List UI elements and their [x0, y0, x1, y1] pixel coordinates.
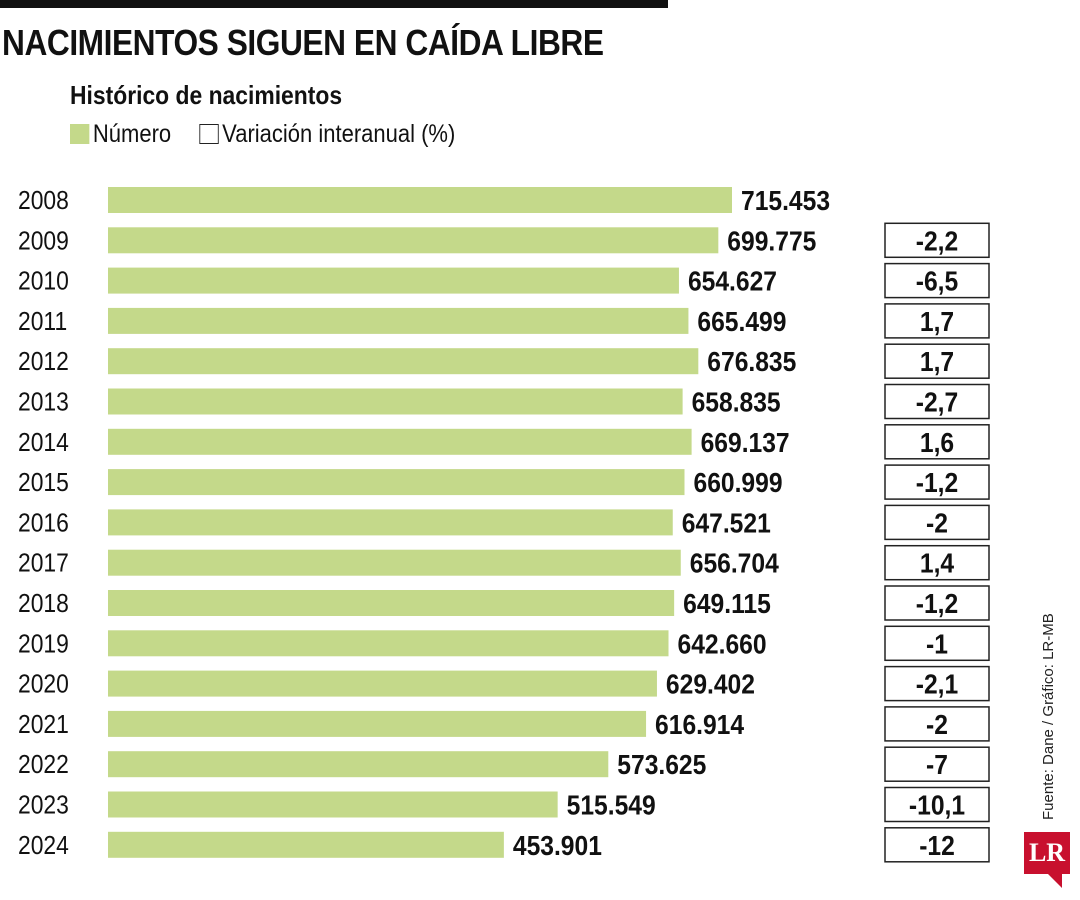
bar: [108, 307, 689, 334]
legend-label-number: Número: [92, 119, 172, 148]
bar-value-label: 647.521: [682, 507, 771, 539]
bar: [108, 469, 685, 496]
year-label: 2012: [18, 348, 69, 377]
year-label: 2024: [18, 832, 69, 861]
year-label: 2008: [18, 187, 69, 216]
year-label: 2010: [18, 267, 69, 296]
bar: [108, 227, 719, 254]
bar-value-label: 669.137: [701, 426, 790, 458]
bar-value-label: 573.625: [617, 749, 706, 781]
variation-label: 1,4: [920, 547, 955, 579]
bar-value-label: 699.775: [727, 225, 816, 257]
bar-value-label: 515.549: [567, 789, 656, 821]
variation-box: [884, 544, 990, 581]
bar-value-label: 453.901: [513, 829, 602, 861]
year-label: 2015: [18, 469, 69, 498]
year-label: 2013: [18, 388, 69, 417]
variation-box: [884, 424, 990, 460]
variation-box: [884, 303, 990, 339]
variation-label: -12: [919, 829, 955, 861]
year-label: 2014: [18, 429, 69, 458]
lr-logo: LR: [1024, 832, 1070, 874]
bar: [108, 590, 675, 616]
legend-swatch-variation: [199, 124, 219, 144]
variation-label: -1,2: [916, 588, 958, 620]
variation-box: [884, 786, 990, 823]
variation-box: [884, 625, 990, 662]
legend-item-variation: Variación interanual (%): [199, 120, 455, 149]
source-note: Fuente: Dane / Gráfico: LR-MB: [1040, 613, 1057, 820]
variation-box: [884, 665, 990, 702]
variation-box: [884, 464, 990, 500]
legend: Número Variación interanual (%): [70, 118, 483, 150]
legend-swatch-number: [70, 124, 90, 144]
variation-label: -2: [926, 507, 948, 539]
variation-box: [884, 504, 990, 541]
bar-value-label: 665.499: [697, 305, 786, 337]
bar-value-label: 629.402: [666, 668, 755, 700]
bar-value-label: 656.704: [690, 547, 779, 579]
bar-chart: 2008 715.453 2009 699.775 -2,2 2010 654.627 -6,…: [18, 185, 990, 863]
year-label: 2022: [18, 751, 69, 780]
bar-value-label: 660.999: [694, 467, 783, 499]
variation-box: [884, 262, 990, 299]
year-label: 2023: [18, 791, 69, 820]
bar: [108, 630, 669, 657]
bar: [108, 388, 683, 415]
bar: [108, 710, 647, 737]
chart-title: NACIMIENTOS SIGUEN EN CAÍDA LIBRE: [2, 22, 604, 63]
year-label: 2018: [18, 590, 69, 619]
variation-box: [884, 222, 990, 259]
bar-value-label: 642.660: [678, 628, 767, 660]
legend-label-variation: Variación interanual (%): [222, 119, 456, 148]
bar: [108, 428, 692, 455]
variation-label: -7: [926, 749, 948, 781]
variation-box: [884, 827, 990, 863]
bar: [108, 549, 681, 576]
variation-label: 1,7: [920, 305, 954, 337]
bar-value-label: 715.453: [741, 185, 830, 217]
year-label: 2016: [18, 509, 69, 538]
lr-logo-tail: [1048, 874, 1062, 888]
bar: [108, 751, 609, 778]
bar: [108, 670, 657, 697]
variation-label: -2,2: [916, 225, 958, 257]
bar: [108, 831, 504, 858]
year-label: 2011: [18, 308, 67, 337]
variation-label: -1,2: [916, 467, 958, 499]
variation-label: -2: [926, 708, 948, 740]
bar-value-label: 658.835: [692, 386, 781, 418]
bar: [108, 509, 673, 536]
variation-label: 1,7: [920, 346, 954, 378]
year-label: 2009: [18, 227, 69, 256]
bar: [108, 348, 699, 375]
variation-box: [884, 343, 990, 379]
year-label: 2020: [18, 670, 69, 699]
bar: [108, 791, 558, 818]
year-label: 2017: [18, 549, 69, 578]
variation-box: [884, 746, 990, 782]
top-rule: [0, 0, 668, 8]
variation-label: -2,1: [916, 668, 958, 700]
bar-value-label: 649.115: [683, 588, 771, 620]
bar-value-label: 676.835: [707, 346, 796, 378]
variation-label: -10,1: [909, 789, 965, 821]
variation-label: 1,6: [920, 426, 954, 458]
variation-label: -1: [926, 628, 948, 660]
legend-item-number: Número: [70, 120, 171, 149]
bar: [108, 187, 732, 213]
variation-box: [884, 383, 990, 420]
variation-label: -6,5: [916, 265, 958, 297]
variation-box: [884, 585, 990, 621]
variation-label: -2,7: [916, 386, 958, 418]
year-label: 2019: [18, 630, 69, 659]
chart-subtitle: Histórico de nacimientos: [70, 80, 343, 110]
bar: [108, 267, 679, 294]
bar-value-label: 616.914: [655, 708, 744, 740]
bar-value-label: 654.627: [688, 265, 777, 297]
year-label: 2021: [18, 711, 69, 740]
variation-box: [884, 706, 990, 742]
